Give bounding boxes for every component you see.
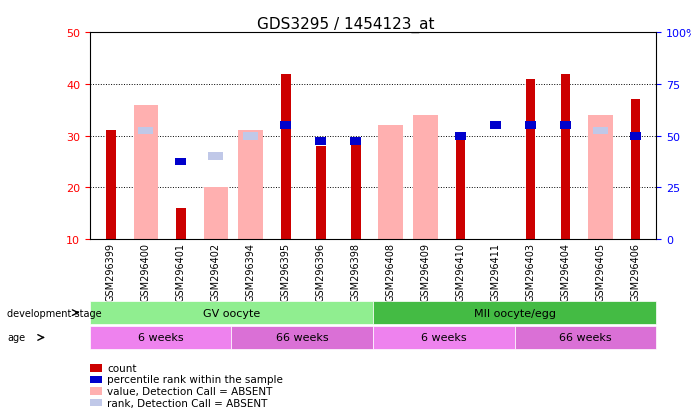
Text: percentile rank within the sample: percentile rank within the sample bbox=[107, 375, 283, 385]
Text: GV oocyte: GV oocyte bbox=[203, 308, 260, 318]
Text: value, Detection Call = ABSENT: value, Detection Call = ABSENT bbox=[107, 386, 272, 396]
Bar bbox=[455, 136, 466, 240]
Bar bbox=[455, 133, 466, 140]
Bar bbox=[560, 74, 570, 240]
Text: MII oocyte/egg: MII oocyte/egg bbox=[474, 308, 556, 318]
Text: GDS3295 / 1454123_at: GDS3295 / 1454123_at bbox=[257, 17, 434, 33]
Bar bbox=[106, 131, 115, 240]
Bar bbox=[316, 147, 325, 240]
Bar bbox=[630, 133, 641, 140]
Text: count: count bbox=[107, 363, 137, 373]
Bar bbox=[351, 141, 361, 240]
Bar bbox=[176, 209, 186, 240]
Bar bbox=[588, 116, 613, 240]
Text: age: age bbox=[7, 332, 25, 343]
Text: 66 weeks: 66 weeks bbox=[276, 332, 329, 343]
Bar bbox=[281, 74, 291, 240]
Text: rank, Detection Call = ABSENT: rank, Detection Call = ABSENT bbox=[107, 398, 267, 408]
Bar bbox=[525, 122, 536, 130]
Bar bbox=[526, 79, 536, 240]
Bar bbox=[593, 127, 608, 135]
Bar bbox=[379, 126, 403, 240]
Bar bbox=[243, 133, 258, 140]
Bar bbox=[350, 138, 361, 145]
Bar bbox=[315, 138, 326, 145]
Text: 66 weeks: 66 weeks bbox=[559, 332, 612, 343]
Bar bbox=[238, 131, 263, 240]
Bar bbox=[490, 122, 501, 130]
Bar bbox=[138, 127, 153, 135]
Text: 6 weeks: 6 weeks bbox=[138, 332, 184, 343]
Bar bbox=[560, 122, 571, 130]
Bar bbox=[413, 116, 438, 240]
Bar bbox=[204, 188, 228, 240]
Text: 6 weeks: 6 weeks bbox=[421, 332, 467, 343]
Text: development stage: development stage bbox=[7, 308, 102, 318]
Bar bbox=[280, 122, 291, 130]
Bar bbox=[209, 153, 223, 161]
Bar bbox=[631, 100, 641, 240]
Bar bbox=[176, 158, 187, 166]
Bar bbox=[133, 105, 158, 240]
